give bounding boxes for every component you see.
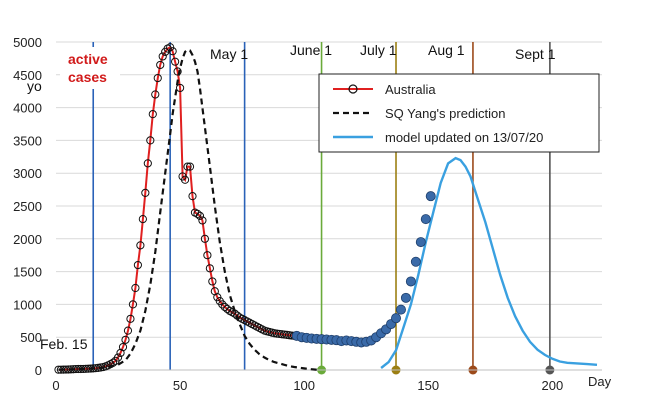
y-tick-label: 1500 xyxy=(13,265,42,280)
data-point-australia xyxy=(171,57,180,66)
data-point-australia xyxy=(136,241,145,250)
x-tick-label: 100 xyxy=(293,378,315,393)
data-point-australia xyxy=(143,159,152,168)
legend-marker-australia xyxy=(348,84,358,94)
clipped-y-label: yo xyxy=(27,78,42,94)
data-point-australia xyxy=(153,73,162,83)
active-cases-box xyxy=(60,47,120,89)
data-point-australia xyxy=(200,234,210,243)
legend-label: Australia xyxy=(385,82,436,97)
y-tick-label: 4000 xyxy=(13,101,42,116)
active-cases-label: cases xyxy=(68,69,107,85)
data-point-australia xyxy=(185,162,195,171)
data-point-australia xyxy=(118,342,128,352)
data-point-australia xyxy=(208,277,217,286)
y-tick-label: 1000 xyxy=(13,297,42,312)
data-point-australia xyxy=(148,110,157,119)
axes: 0500100015002000250030003500400045005000… xyxy=(13,35,612,393)
x-tick-label: 150 xyxy=(417,378,439,393)
series-line-model xyxy=(380,156,598,369)
legend: Australia SQ Yang's prediction model updat… xyxy=(318,73,600,153)
data-point-australia xyxy=(220,302,229,312)
data-point-australia xyxy=(113,353,123,362)
y-tick-label: 2500 xyxy=(13,199,42,214)
data-point-australia xyxy=(203,251,212,260)
data-point-australia xyxy=(123,326,133,335)
data-point-australia xyxy=(126,314,135,323)
data-point-australia xyxy=(218,300,227,309)
y-tick-label: 3000 xyxy=(13,166,42,181)
y-tick-label: 500 xyxy=(20,330,42,345)
month-line-label: Sept 1 xyxy=(515,46,556,62)
data-point-australia xyxy=(198,216,207,225)
data-point-australia xyxy=(156,60,165,70)
data-point-australia xyxy=(131,283,140,293)
y-tick-label: 3500 xyxy=(13,133,42,148)
data-point-recent xyxy=(420,214,431,225)
data-point-australia xyxy=(121,335,130,344)
legend-label: SQ Yang's prediction xyxy=(385,106,506,121)
data-point-australia xyxy=(175,83,185,93)
active-cases-label: active xyxy=(68,51,108,67)
y-tick-label: 4500 xyxy=(13,68,42,83)
series-layer xyxy=(54,43,598,374)
x-tick-label: 50 xyxy=(173,378,187,393)
y-tick-label: 0 xyxy=(35,363,42,378)
data-point-recent xyxy=(415,237,426,248)
series-line-prediction xyxy=(58,48,320,372)
data-point-recent xyxy=(405,276,416,287)
data-point-australia xyxy=(168,47,177,56)
x-tick-label: 0 xyxy=(52,378,59,393)
data-point-recent xyxy=(395,304,406,315)
data-point-australia xyxy=(183,162,192,171)
data-point-australia xyxy=(128,300,138,309)
month-line-label: June 1 xyxy=(290,42,332,58)
labels: Feb. 15 May 1 June 1 July 1 Aug 1 Sept 1 activ… xyxy=(27,42,556,352)
data-point-australia xyxy=(188,192,197,201)
data-point-australia xyxy=(205,264,214,273)
y-tick-label: 2000 xyxy=(13,232,42,247)
data-point-australia xyxy=(151,90,160,99)
data-point-australia xyxy=(193,209,202,218)
data-point-australia xyxy=(146,136,155,145)
data-point-australia xyxy=(138,215,147,224)
x-tick-label: 200 xyxy=(542,378,564,393)
data-point-australia xyxy=(173,67,182,76)
legend-label: model updated on 13/07/20 xyxy=(385,130,543,145)
data-point-australia xyxy=(195,211,205,220)
month-line-label: July 1 xyxy=(360,42,397,58)
data-point-australia xyxy=(158,52,167,61)
month-line-label: Feb. 15 xyxy=(40,336,88,352)
data-point-australia xyxy=(180,175,190,184)
data-point-australia xyxy=(133,260,142,270)
data-point-recent xyxy=(400,292,411,303)
y-tick-label: 5000 xyxy=(13,35,42,50)
month-line-label: Aug 1 xyxy=(428,42,465,58)
data-point-australia xyxy=(141,188,150,197)
data-point-recent xyxy=(425,191,436,202)
data-point-recent xyxy=(391,313,402,324)
x-axis-label: Day xyxy=(588,374,612,389)
series-line-australia xyxy=(58,45,305,371)
month-line-label: May 1 xyxy=(210,46,248,62)
data-point-recent xyxy=(410,256,421,267)
